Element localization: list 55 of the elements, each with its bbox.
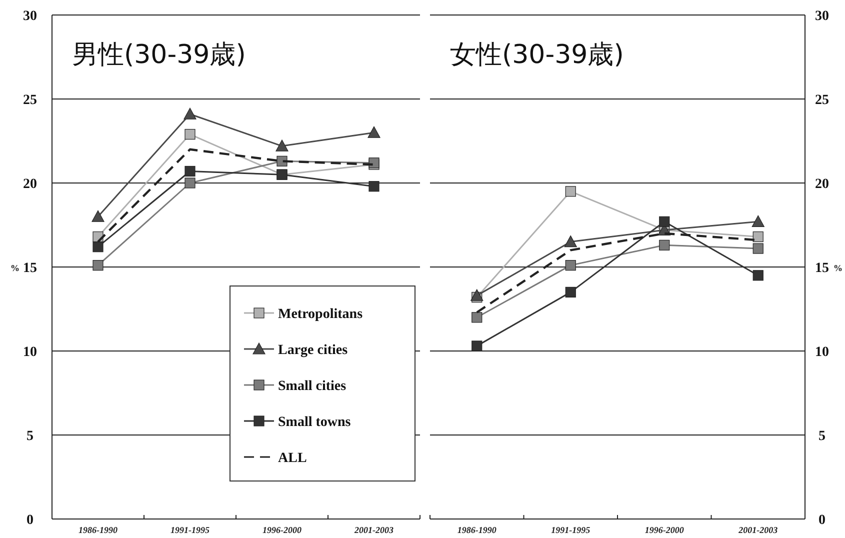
point xyxy=(92,242,104,252)
point xyxy=(184,128,196,140)
x-tick-label: 1991-1995 xyxy=(170,525,210,535)
x-tick-label: 2001-2003 xyxy=(738,525,778,535)
point xyxy=(92,210,104,222)
x-tick-label: 1991-1995 xyxy=(551,525,591,535)
text: 男性(30-39歳) xyxy=(72,40,246,70)
point xyxy=(659,240,670,250)
point xyxy=(565,286,576,298)
y-tick-label: 15 xyxy=(23,261,37,276)
point xyxy=(472,340,482,352)
point xyxy=(472,312,482,323)
y2-tick-label: 20 xyxy=(815,177,829,192)
point xyxy=(184,108,196,120)
point xyxy=(659,216,670,227)
x-tick-label: 1996-2000 xyxy=(644,525,684,535)
legend-label: ALL xyxy=(278,451,307,466)
point xyxy=(368,181,380,192)
x-tick-label: 1996-2000 xyxy=(262,525,302,535)
point xyxy=(752,270,764,281)
point xyxy=(752,243,764,254)
y2-tick-label: 0 xyxy=(818,513,826,528)
y-axis-title: % xyxy=(10,263,20,273)
text: 女性(30-39歳) xyxy=(450,40,624,70)
x-tick-label: 1986-1990 xyxy=(457,525,497,535)
y-tick-label: 20 xyxy=(23,177,37,192)
y2-tick-label: 10 xyxy=(815,345,829,360)
point xyxy=(565,260,576,271)
point xyxy=(276,140,288,152)
y-tick-label: 10 xyxy=(23,345,37,360)
x-tick-label: 1986-1990 xyxy=(78,525,118,535)
point xyxy=(184,178,196,188)
point xyxy=(184,166,196,177)
y-tick-label: 5 xyxy=(26,429,34,444)
point xyxy=(564,236,577,248)
point xyxy=(752,231,764,242)
x-tick-label: 2001-2003 xyxy=(354,525,394,535)
point xyxy=(470,289,484,301)
y-tick-label: 0 xyxy=(26,513,34,528)
legend-label: Small towns xyxy=(278,415,352,430)
y2-tick-label: 30 xyxy=(815,9,829,24)
point xyxy=(752,215,764,227)
y2-tick-label: 5 xyxy=(818,429,826,444)
point xyxy=(276,156,288,166)
point xyxy=(565,186,576,197)
legend-label: Large cities xyxy=(278,343,348,358)
y2-axis-title: % xyxy=(834,263,842,273)
legend-label: Small cities xyxy=(278,379,347,394)
y2-tick-label: 15 xyxy=(815,261,829,276)
point xyxy=(368,126,380,138)
y-tick-label: 30 xyxy=(23,9,37,24)
y2-tick-label: 25 xyxy=(815,93,829,108)
legend-label: Metropolitans xyxy=(278,307,364,322)
point xyxy=(92,260,104,271)
y-tick-label: 25 xyxy=(23,93,37,108)
